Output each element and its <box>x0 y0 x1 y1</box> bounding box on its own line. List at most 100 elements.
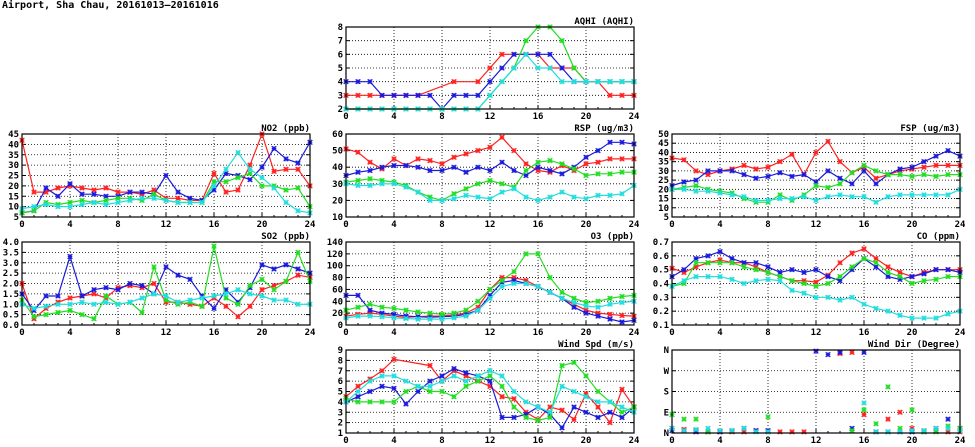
data-point-red <box>355 383 361 390</box>
data-point-blue <box>789 173 795 180</box>
data-point-red <box>499 393 505 400</box>
data-point-blue <box>511 414 517 421</box>
data-point-cyan <box>139 295 145 301</box>
data-point-blue <box>619 414 625 421</box>
data-point-blue <box>729 168 735 174</box>
data-point-blue <box>945 266 951 273</box>
x-tick-label: 8 <box>439 328 444 338</box>
data-point-cyan <box>103 201 109 208</box>
x-tick-label: 16 <box>209 220 220 230</box>
data-point-green <box>271 286 277 293</box>
data-point-cyan <box>523 280 529 287</box>
data-point-cyan <box>451 373 457 379</box>
y-tick-label: 80 <box>332 274 343 284</box>
data-point-blue <box>91 286 97 293</box>
data-point-cyan <box>415 316 421 322</box>
data-point-green <box>451 393 457 400</box>
data-point-red <box>681 157 687 163</box>
data-point-green <box>211 243 217 249</box>
data-point-red <box>355 92 361 99</box>
data-point-blue <box>595 313 601 319</box>
y-tick-label: 2.0 <box>3 280 19 290</box>
data-point-green <box>607 295 613 302</box>
data-point-green <box>873 168 879 174</box>
data-point-blue <box>825 273 831 280</box>
data-point-green <box>523 251 529 257</box>
y-tick-label: 60 <box>332 285 343 295</box>
y-tick-label: 9 <box>338 346 343 356</box>
data-point-cyan <box>813 294 819 301</box>
data-point-green <box>885 384 891 390</box>
plot-frame <box>671 133 961 218</box>
y-tick-label: 30 <box>332 180 343 190</box>
data-point-red <box>607 156 613 162</box>
data-point-red <box>451 154 457 160</box>
data-point-green <box>283 278 289 285</box>
data-point-blue <box>693 177 699 183</box>
data-point-green <box>283 187 289 193</box>
data-point-green <box>295 249 301 256</box>
x-tick-label: 16 <box>209 328 220 338</box>
data-point-cyan <box>861 193 867 200</box>
data-point-cyan <box>789 287 795 294</box>
y-tick-label: 35 <box>8 151 19 161</box>
data-point-green <box>547 414 553 421</box>
data-point-cyan <box>391 373 397 379</box>
data-point-cyan <box>295 208 301 214</box>
x-tick-label: 4 <box>67 328 73 338</box>
data-point-green <box>741 264 747 270</box>
data-point-cyan <box>595 78 601 85</box>
data-point-green <box>729 259 735 266</box>
data-point-blue <box>583 409 589 416</box>
x-tick-label: 0 <box>19 328 24 338</box>
data-point-green <box>427 310 433 316</box>
y-tick-label: 10 <box>658 204 669 214</box>
data-point-blue <box>885 273 891 280</box>
data-point-blue <box>705 253 711 259</box>
data-point-cyan <box>607 192 613 199</box>
data-point-red <box>271 282 277 289</box>
x-tick-label: 8 <box>765 220 770 230</box>
data-point-blue <box>595 414 601 421</box>
y-tick-label: 0.5 <box>3 311 19 321</box>
y-tick-label: 0.3 <box>653 293 669 303</box>
data-point-blue <box>475 92 481 99</box>
data-point-green <box>379 304 385 310</box>
x-tick-label: 20 <box>581 328 592 338</box>
x-tick-label: 24 <box>629 328 640 338</box>
data-point-cyan <box>511 65 517 71</box>
data-point-green <box>151 191 157 197</box>
data-point-blue <box>837 175 843 182</box>
data-point-blue <box>187 195 193 202</box>
data-point-green <box>487 373 493 379</box>
data-point-red <box>295 272 301 278</box>
data-point-cyan <box>403 315 409 322</box>
data-point-blue <box>693 255 699 262</box>
x-tick-label: 12 <box>161 328 172 338</box>
x-tick-label: 0 <box>669 220 674 230</box>
x-tick-label: 8 <box>115 220 120 230</box>
data-point-cyan <box>283 199 289 206</box>
data-point-red <box>583 161 589 167</box>
data-point-cyan <box>43 303 49 310</box>
data-point-red <box>897 409 903 416</box>
y-tick-label: 0.0 <box>3 321 19 331</box>
data-point-cyan <box>439 316 445 322</box>
data-point-cyan <box>921 192 927 198</box>
data-point-green <box>103 197 109 204</box>
data-point-cyan <box>511 388 517 395</box>
data-point-red <box>523 161 529 167</box>
data-point-cyan <box>933 425 939 432</box>
data-point-cyan <box>619 78 625 85</box>
data-point-red <box>897 269 903 276</box>
data-point-green <box>571 65 577 71</box>
data-point-red <box>367 92 373 99</box>
data-point-green <box>91 316 97 322</box>
data-point-blue <box>67 181 73 187</box>
y-tick-label: 0.5 <box>653 266 669 276</box>
data-point-cyan <box>67 203 73 210</box>
data-point-red <box>247 303 253 310</box>
data-point-cyan <box>271 297 277 303</box>
data-point-cyan <box>79 201 85 208</box>
